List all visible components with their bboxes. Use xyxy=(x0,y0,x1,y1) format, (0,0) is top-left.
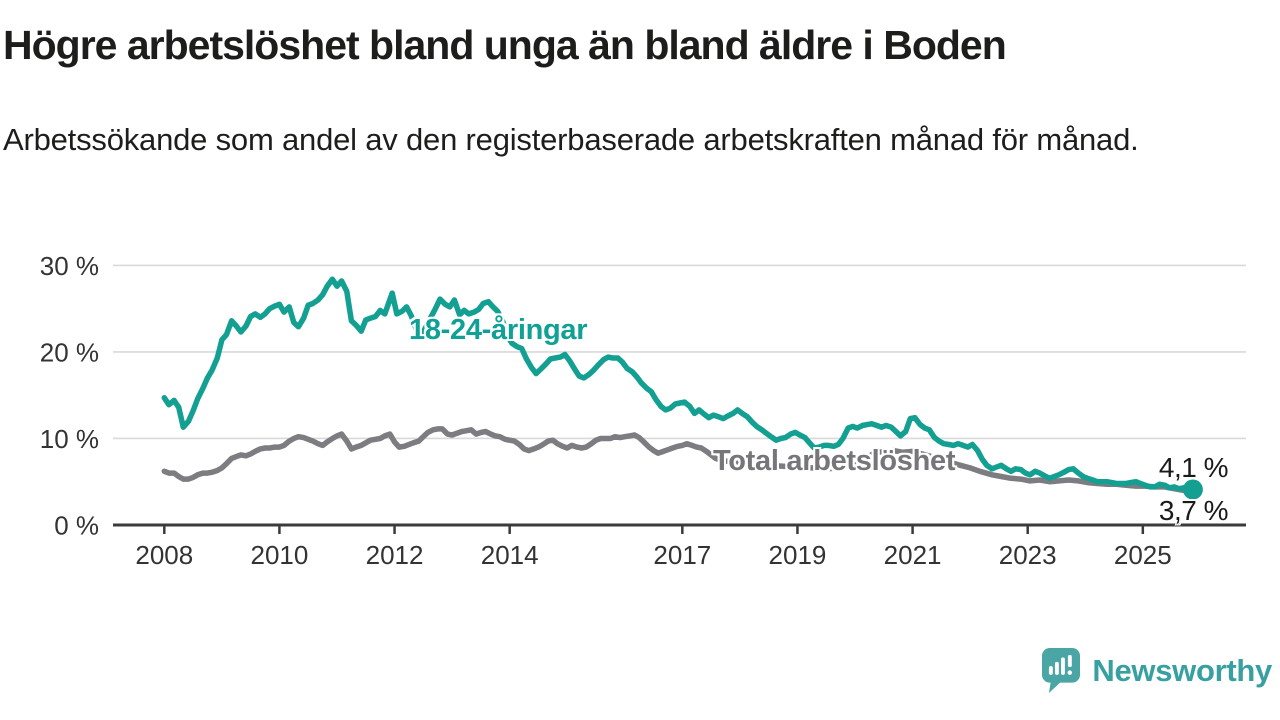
newsworthy-logo: Newsworthy xyxy=(1042,648,1272,693)
series-line-total xyxy=(161,426,1196,496)
x-tick-label: 2025 xyxy=(1114,540,1172,570)
y-tick-label: 30 % xyxy=(40,251,99,281)
x-tick-label: 2023 xyxy=(999,540,1057,570)
x-tick-label: 2008 xyxy=(135,540,193,570)
x-tick-label: 2017 xyxy=(653,540,711,570)
end-value-total: 3,7 % xyxy=(1158,495,1229,526)
end-value-youth: 4,1 % xyxy=(1158,452,1229,483)
chart-subtitle: Arbetssökande som andel av den registerb… xyxy=(3,122,1139,157)
y-tick-label: 20 % xyxy=(40,337,99,367)
series-end-dot-youth xyxy=(1182,479,1203,500)
newsworthy-speech-bubble-chart-icon xyxy=(1042,648,1081,693)
page-title: Högre arbetslöshet bland unga än bland ä… xyxy=(3,22,1007,68)
brand-name: Newsworthy xyxy=(1092,652,1272,688)
x-tick-label: 2021 xyxy=(884,540,942,570)
x-tick-label: 2014 xyxy=(481,540,539,570)
x-tick-label: 2019 xyxy=(769,540,827,570)
y-tick-label: 0 % xyxy=(54,511,99,541)
x-tick-label: 2010 xyxy=(250,540,308,570)
series-line-youth xyxy=(161,276,1196,493)
x-tick-label: 2012 xyxy=(366,540,424,570)
y-tick-label: 10 % xyxy=(40,424,99,454)
series-label-youth: 18-24-åringar xyxy=(409,314,588,346)
series-label-total: Total arbetslöshet xyxy=(713,445,956,477)
